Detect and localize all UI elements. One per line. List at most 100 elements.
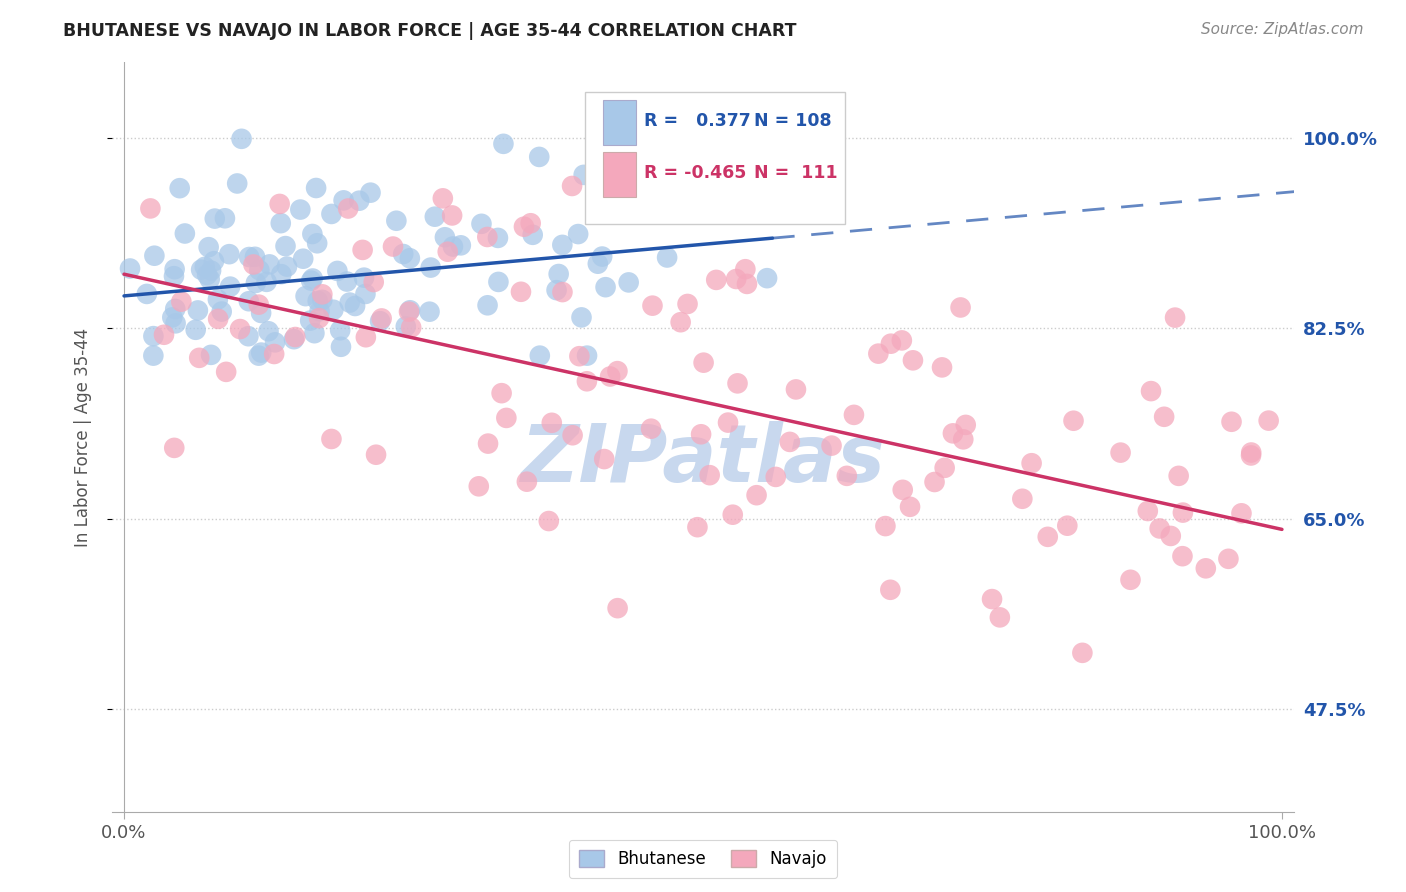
Point [399,320,422,334]
Point [238,250,260,264]
Point [274,239,297,253]
Point [284,330,307,344]
Point [419,260,441,275]
Point [432,191,454,205]
Point [398,304,420,318]
Point [214,211,236,226]
Point [1218,551,1240,566]
Point [202,254,225,268]
Point [163,269,186,284]
Point [879,582,901,597]
Point [491,386,513,401]
Point [200,348,222,362]
Point [450,238,472,252]
Point [721,508,744,522]
Point [245,276,267,290]
Point [529,150,551,164]
Point [1036,530,1059,544]
Point [200,263,222,277]
Point [326,264,349,278]
Point [322,302,344,317]
Point [1160,529,1182,543]
Point [835,468,858,483]
Point [690,427,713,442]
Point [368,314,391,328]
Point [198,272,221,286]
Bar [603,100,636,145]
Point [336,275,359,289]
Point [344,299,367,313]
Point [779,434,801,449]
Point [423,210,446,224]
Point [880,336,903,351]
Point [270,216,292,230]
Point [1136,504,1159,518]
Point [576,349,599,363]
Point [551,285,574,299]
Point [229,322,252,336]
Point [516,475,538,489]
Point [433,230,456,244]
Point [354,287,377,301]
Text: R =   0.377: R = 0.377 [644,112,751,130]
Point [745,488,768,502]
Point [890,334,912,348]
Point [617,276,640,290]
Point [686,520,709,534]
Point [785,383,807,397]
Point [655,251,678,265]
Point [606,601,628,615]
Point [942,426,965,441]
Point [513,219,536,234]
Point [337,202,360,216]
Point [924,475,946,489]
Point [901,353,924,368]
Point [382,239,405,253]
Point [1021,456,1043,470]
Point [395,319,418,334]
Point [339,295,361,310]
Point [868,346,890,360]
Point [299,274,322,288]
Point [163,262,186,277]
Point [238,329,260,343]
Point [197,240,219,254]
Point [1109,445,1132,459]
Point [1149,521,1171,535]
Point [537,514,560,528]
Point [931,360,953,375]
Point [188,351,211,365]
Point [207,311,229,326]
Point [586,257,609,271]
Point [370,311,392,326]
Point [606,364,628,378]
Point [1140,384,1163,398]
Text: N =  111: N = 111 [754,164,838,182]
Point [290,202,312,217]
Point [441,209,464,223]
Point [725,272,748,286]
Point [292,252,315,266]
Point [301,227,323,241]
Point [955,417,977,432]
Point [329,323,352,337]
Point [118,261,141,276]
Point [247,298,270,312]
Point [1230,506,1253,520]
Text: Source: ZipAtlas.com: Source: ZipAtlas.com [1201,22,1364,37]
Point [875,519,897,533]
Point [247,349,270,363]
Point [949,301,972,315]
Point [276,260,298,274]
Point [184,323,207,337]
Point [468,479,491,493]
Point [676,297,699,311]
Point [1063,414,1085,428]
Point [540,416,562,430]
Point [163,441,186,455]
Point [488,275,510,289]
Point [211,304,233,318]
Text: N = 108: N = 108 [754,112,831,130]
Point [162,310,184,325]
Point [572,168,595,182]
